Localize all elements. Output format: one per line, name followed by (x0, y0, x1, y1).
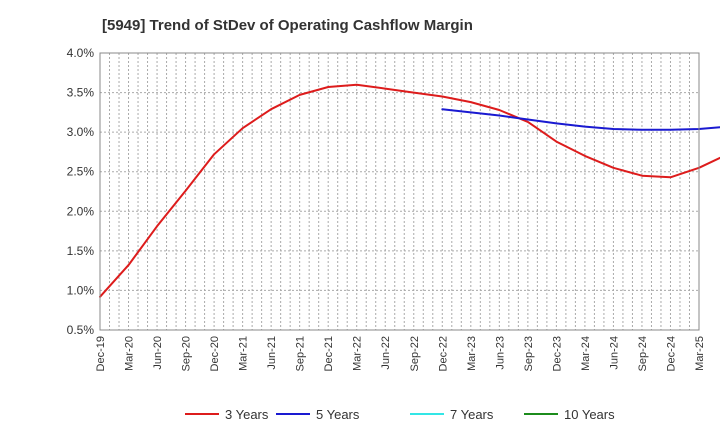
legend-label: 7 Years (450, 407, 494, 422)
x-tick-label: Sep-23 (523, 336, 535, 371)
series-line-3-years (99, 83, 720, 298)
x-tick-label: Sep-21 (295, 336, 307, 371)
x-tick-label: Dec-22 (437, 336, 449, 371)
y-tick-label: 2.0% (67, 204, 95, 218)
legend-label: 3 Years (225, 407, 269, 422)
x-tick-label: Jun-20 (152, 336, 164, 370)
x-tick-label: Sep-20 (181, 336, 193, 371)
x-tick-label: Mar-24 (580, 336, 592, 371)
legend-label: 10 Years (564, 407, 615, 422)
x-tick-label: Mar-20 (124, 336, 136, 371)
x-tick-label: Dec-23 (551, 336, 563, 371)
y-axis-ticks: 0.5% 1.0% 1.5% 2.0% 2.5% 3.0% 3.5% 4.0% (67, 46, 95, 337)
x-tick-label: Jun-24 (608, 336, 620, 370)
x-tick-label: Dec-19 (95, 336, 107, 371)
legend-label: 5 Years (316, 407, 360, 422)
y-tick-label: 3.5% (67, 86, 95, 100)
x-tick-label: Mar-22 (352, 336, 364, 371)
x-tick-label: Sep-22 (409, 336, 421, 371)
x-tick-label: Dec-21 (323, 336, 335, 371)
y-tick-label: 1.0% (67, 283, 95, 297)
y-tick-label: 4.0% (67, 46, 95, 60)
series-lines (99, 83, 720, 298)
series-line-5-years (441, 108, 720, 131)
x-tick-label: Mar-25 (694, 336, 706, 371)
y-tick-label: 3.0% (67, 125, 95, 139)
y-tick-label: 1.5% (67, 244, 95, 258)
x-tick-label: Jun-21 (266, 336, 278, 370)
x-tick-label: Mar-21 (238, 336, 250, 371)
grid (100, 53, 699, 330)
plot-area (99, 52, 700, 331)
x-tick-label: Mar-23 (466, 336, 478, 371)
legend: 3 Years 5 Years 7 Years 10 Years (185, 407, 615, 422)
x-tick-label: Jun-23 (494, 336, 506, 370)
x-axis-ticks: Dec-19 Mar-20 Jun-20 Sep-20 Dec-20 Mar-21 Jun-… (95, 336, 706, 371)
x-tick-label: Dec-24 (665, 336, 677, 371)
y-tick-label: 2.5% (67, 165, 95, 179)
x-tick-label: Sep-24 (637, 336, 649, 371)
y-tick-label: 0.5% (67, 323, 95, 337)
x-tick-label: Jun-22 (380, 336, 392, 370)
chart-title: [5949] Trend of StDev of Operating Cashf… (102, 17, 473, 34)
x-tick-label: Dec-20 (209, 336, 221, 371)
